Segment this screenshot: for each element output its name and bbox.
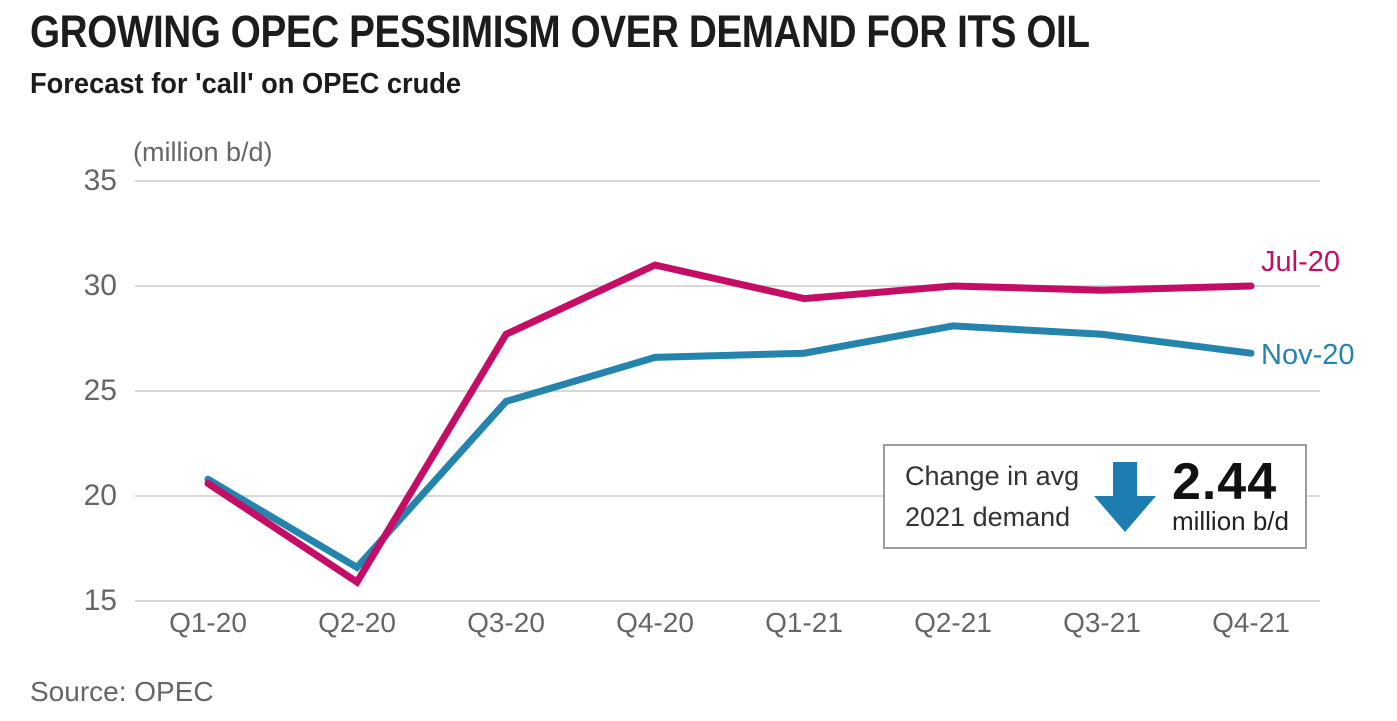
callout-value-number: 2.44 (1171, 453, 1278, 511)
y-axis-tick-label: 20 (83, 479, 117, 512)
x-axis-tick-label: Q4-21 (1212, 607, 1290, 638)
callout-box: Change in avg 2021 demand 2.44 million b… (883, 444, 1307, 549)
down-arrow-icon (1093, 461, 1156, 532)
y-axis-tick-label: 35 (83, 164, 117, 197)
series-label-nov-20: Nov-20 (1261, 339, 1355, 372)
x-axis-tick-label: Q1-21 (765, 607, 843, 638)
chart-subtitle: Forecast for 'call' on OPEC crude (30, 68, 462, 100)
y-axis-tick-label: 30 (83, 269, 117, 302)
y-axis-tick-label: 15 (83, 584, 117, 617)
callout-value: 2.44 million b/d (1171, 453, 1289, 536)
callout-value-unit: million b/d (1171, 506, 1289, 536)
x-axis-tick-label: Q4-20 (616, 607, 694, 638)
source-attribution: Source: OPEC (30, 676, 214, 707)
x-axis-tick-label: Q3-21 (1063, 607, 1141, 638)
callout-text: Change in avg 2021 demand (905, 456, 1086, 538)
page-title: GROWING OPEC PESSIMISM OVER DEMAND FOR I… (30, 6, 1090, 57)
series-line-jul-20 (204, 261, 1255, 588)
x-axis-tick-label: Q3-20 (467, 607, 545, 638)
series-label-jul-20: Jul-20 (1261, 246, 1340, 278)
callout-line2: 2021 demand (905, 501, 1071, 532)
x-axis-tick-label: Q1-20 (169, 607, 247, 638)
y-axis-unit-label: (million b/d) (133, 137, 273, 167)
y-axis-tick-label: 25 (83, 374, 117, 407)
x-axis-tick-label: Q2-21 (914, 607, 992, 638)
callout-line1: Change in avg (905, 460, 1080, 491)
x-axis-tick-label: Q2-20 (318, 607, 396, 638)
